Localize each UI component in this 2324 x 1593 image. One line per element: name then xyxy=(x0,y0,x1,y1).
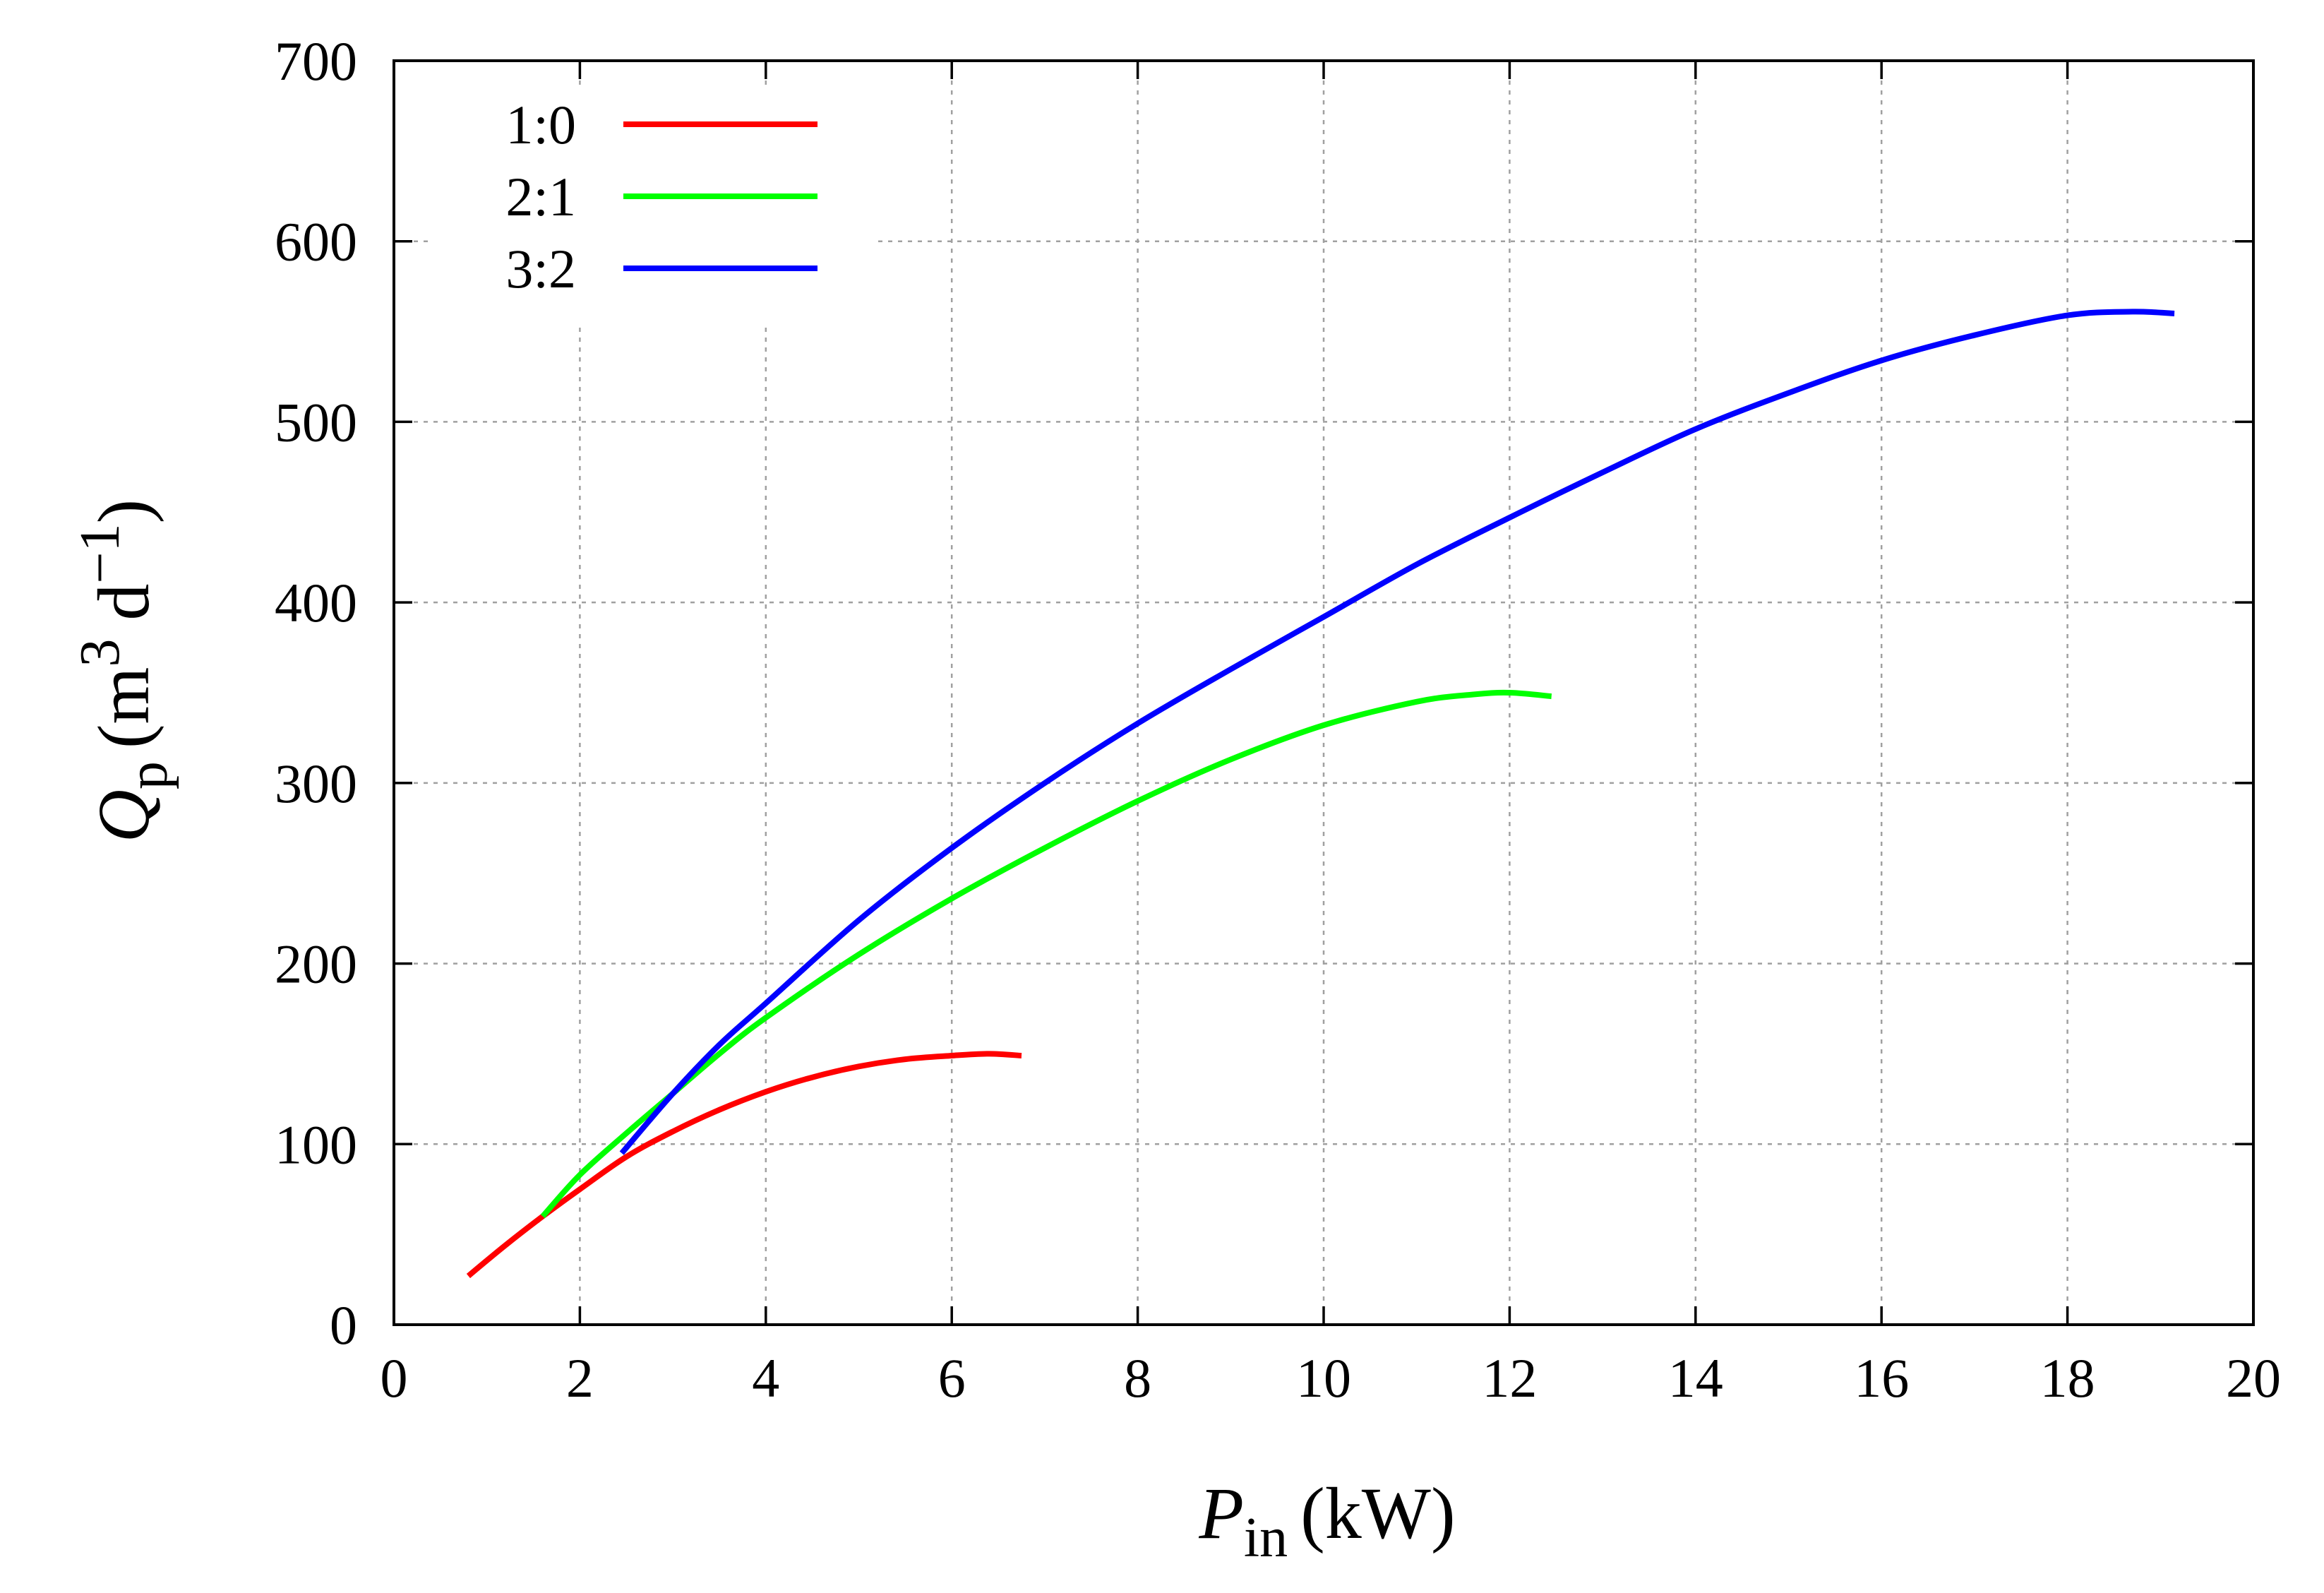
x-tick-label: 20 xyxy=(2226,1347,2281,1409)
y-axis-title-unit-mid: d xyxy=(83,584,164,639)
y-tick-label: 0 xyxy=(330,1294,357,1356)
x-tick-label: 0 xyxy=(381,1347,408,1409)
ticks xyxy=(393,59,2255,1326)
series-layer xyxy=(466,309,2175,1279)
x-tick-label: 8 xyxy=(1124,1347,1151,1409)
x-tick-label: 2 xyxy=(566,1347,594,1409)
y-axis-title-unit-open: (m xyxy=(83,667,164,749)
x-tick-label: 16 xyxy=(1854,1347,1909,1409)
y-axis-title: Qp (m3 d−1) xyxy=(69,499,179,842)
y-tick-label: 600 xyxy=(275,211,357,273)
y-axis-title-unit-exp1: 3 xyxy=(69,639,131,667)
x-axis-title-main: P xyxy=(1198,1473,1244,1554)
y-axis-title-main: Q xyxy=(83,789,164,842)
x-tick-label: 6 xyxy=(938,1347,966,1409)
y-tick-label: 400 xyxy=(275,572,357,633)
x-tick-label: 18 xyxy=(2040,1347,2095,1409)
y-tick-label: 700 xyxy=(275,30,357,92)
series-line-3-2 xyxy=(619,309,2175,1155)
y-tick-label: 200 xyxy=(275,933,357,995)
x-tick-label: 4 xyxy=(752,1347,779,1409)
y-tick-label: 500 xyxy=(275,391,357,453)
legend-label: 3:2 xyxy=(505,238,576,299)
y-tick-label: 300 xyxy=(275,753,357,814)
y-axis-title-unit-exp2: −1 xyxy=(69,523,131,583)
x-tick-label: 10 xyxy=(1296,1347,1351,1409)
y-axis-title-sub: p xyxy=(117,761,179,789)
x-axis-title-sub: in xyxy=(1244,1507,1288,1569)
legend: 1:0 2:1 3:2 xyxy=(433,89,878,322)
legend-label: 1:0 xyxy=(505,94,576,155)
x-axis-title: Pin (kW) xyxy=(1198,1473,1455,1569)
legend-label: 2:1 xyxy=(505,166,576,227)
x-tick-label: 14 xyxy=(1668,1347,1723,1409)
y-axis-title-unit-close: ) xyxy=(83,499,164,524)
x-axis-title-unit: (kW) xyxy=(1300,1473,1455,1554)
x-tick-label: 12 xyxy=(1482,1347,1537,1409)
y-tick-label: 100 xyxy=(275,1114,357,1175)
legend-background xyxy=(433,89,878,322)
